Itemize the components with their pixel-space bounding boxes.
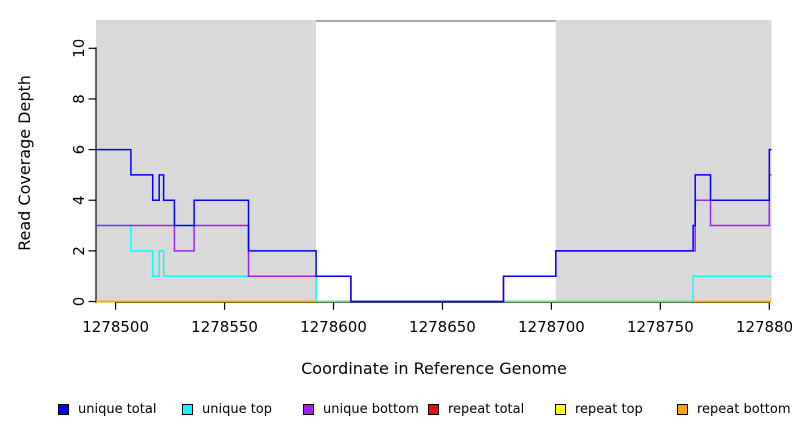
shaded-region-0 — [96, 20, 317, 302]
legend-swatch-unique-total — [58, 403, 69, 415]
legend-label: repeat bottom — [697, 401, 791, 417]
legend-swatch-repeat-bottom — [677, 403, 688, 415]
y-tick-label: 4 — [70, 195, 88, 205]
legend-item-unique-total: unique total — [58, 399, 156, 419]
legend-label: unique total — [78, 401, 157, 417]
series-line-unique-total — [96, 148, 772, 303]
legend-label: repeat top — [575, 401, 643, 417]
legend-swatch-unique-bottom — [303, 403, 314, 415]
legend-item-unique-bottom: unique bottom — [303, 399, 419, 419]
legend-label: repeat total — [448, 401, 525, 417]
legend-label: unique bottom — [323, 401, 419, 417]
legend-swatch-unique-top — [182, 403, 193, 415]
coverage-depth-plot: 0 2 4 6 8 10 1278500 1278550 1278600 1278650 12787… — [15, 20, 792, 378]
x-tick-label: 1278750 — [627, 318, 694, 336]
x-tick-label: 1278700 — [518, 318, 585, 336]
series-line-unique-top — [96, 224, 772, 303]
legend-item-repeat-bottom: repeat bottom — [677, 399, 791, 419]
legend-item-repeat-total: repeat total — [428, 399, 524, 419]
y-tick-label: 10 — [70, 39, 88, 58]
legend-label: unique top — [202, 401, 273, 417]
series-lines — [96, 148, 772, 303]
legend-item-repeat-top: repeat top — [555, 399, 643, 419]
y-tick-label: 0 — [70, 297, 88, 307]
legend-item-unique-top: unique top — [182, 399, 272, 419]
y-axis-title: Read Coverage Depth — [15, 75, 34, 251]
legend-swatch-repeat-top — [555, 403, 566, 415]
legend: unique total unique top unique bottom repea… — [0, 399, 792, 423]
y-tick-label: 8 — [70, 94, 88, 104]
shaded-region-1 — [555, 20, 772, 302]
x-tick-label: 1278500 — [82, 318, 149, 336]
y-tick-label: 2 — [70, 246, 88, 256]
shaded-regions — [96, 20, 772, 302]
x-tick-label: 1278550 — [191, 318, 258, 336]
x-tick-label: 1278600 — [300, 318, 367, 336]
legend-swatch-repeat-total — [428, 403, 439, 415]
x-tick-label: 1278800 — [736, 318, 792, 336]
y-tick-label: 6 — [70, 145, 88, 155]
x-axis-title: Coordinate in Reference Genome — [301, 359, 567, 378]
axes: 0 2 4 6 8 10 1278500 1278550 1278600 1278650 12787… — [70, 39, 792, 336]
x-tick-label: 1278650 — [409, 318, 476, 336]
